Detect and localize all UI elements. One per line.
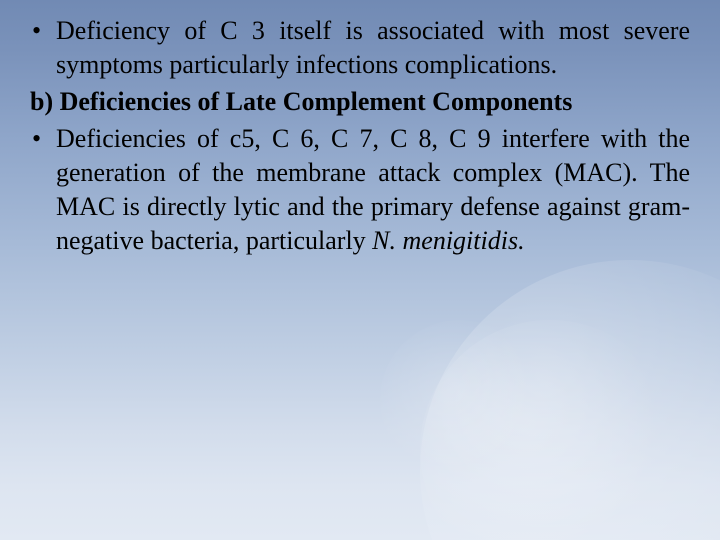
slide: • Deficiency of C 3 itself is associated…: [0, 0, 720, 540]
bg-swirl-2: [420, 320, 680, 540]
bullet-marker: •: [30, 14, 56, 48]
bg-swirl-3: [380, 320, 540, 480]
bg-swirl-1: [420, 260, 720, 540]
bullet-marker: •: [30, 122, 56, 156]
bullet-item-2: • Deficiencies of c5, C 6, C 7, C 8, C 9…: [30, 122, 690, 258]
bullet-item-1: • Deficiency of C 3 itself is associated…: [30, 14, 690, 82]
slide-content: • Deficiency of C 3 itself is associated…: [30, 14, 690, 260]
bullet-text-1: Deficiency of C 3 itself is associated w…: [56, 14, 690, 82]
bullet-text-2-italic: N. menigitidis.: [372, 226, 524, 255]
bullet-text-2: Deficiencies of c5, C 6, C 7, C 8, C 9 i…: [56, 122, 690, 258]
subheading: b) Deficiencies of Late Complement Compo…: [30, 84, 690, 120]
